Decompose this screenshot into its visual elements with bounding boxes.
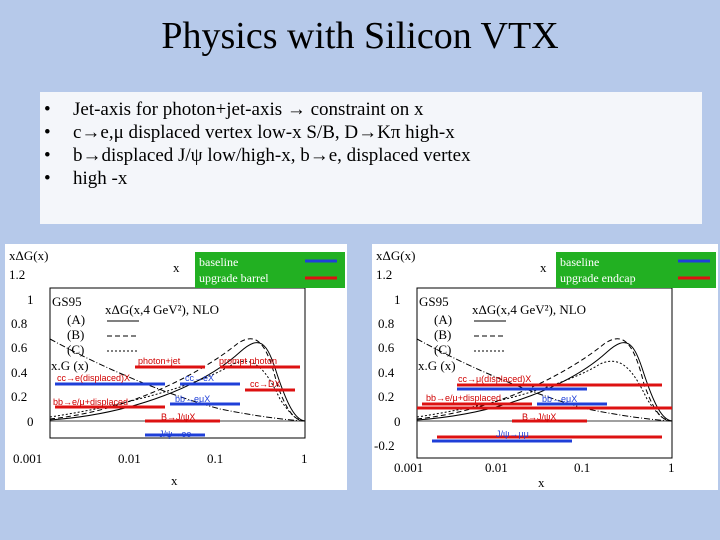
right-formula: xΔG(x,4 GeV²), NLO (472, 302, 586, 317)
right-legend (556, 252, 716, 288)
left-label-bb-displaced: bb→e/μ+displaced (53, 397, 128, 407)
right-label-bb-displaced: bb→e/μ+displaced (426, 393, 501, 403)
left-x-bottom: x (171, 473, 178, 488)
left-label-cc-displaced: cc→e(displaced)X (57, 373, 130, 383)
bullet-1: Jet-axis for photon+jet-axis → constrain… (40, 98, 702, 121)
left-xtick-0.1: 0.1 (207, 451, 223, 466)
left-legend-upgrade: upgrade barrel (199, 271, 269, 285)
right-plot: xΔG(x) 1.2 1 0.8 0.6 0.4 0.2 0 -0.2 x ba… (372, 244, 718, 490)
left-ytick-1: 1 (27, 292, 34, 307)
right-gs95: GS95 (419, 294, 449, 309)
left-curve-b: (B) (67, 327, 84, 342)
left-xtick-0.01: 0.01 (118, 451, 141, 466)
slide-title: Physics with Silicon VTX (161, 15, 559, 57)
right-ytick-0.6: 0.6 (378, 340, 395, 355)
left-legend (195, 252, 345, 288)
left-label-bb-mux: bb→eμX (175, 394, 210, 404)
left-curve-a-line (49, 342, 306, 422)
left-ytick-0.2: 0.2 (11, 389, 27, 404)
right-ytick-1.2: 1.2 (376, 267, 392, 282)
right-xtick-0.01: 0.01 (485, 460, 508, 475)
right-ytick-minus-0.2: -0.2 (374, 438, 395, 453)
left-ytick-0: 0 (27, 414, 34, 429)
left-gs95: GS95 (52, 294, 82, 309)
left-label-cc-dx: cc→DX (250, 379, 281, 389)
right-xg: x.G (x) (418, 358, 456, 373)
right-xg-line (416, 338, 673, 422)
right-legend-upgrade: upgrade endcap (560, 271, 636, 285)
bullet-3-continued: high -x (40, 167, 702, 190)
left-x-top: x (173, 260, 180, 275)
left-label-photon-jet: photon+jet (138, 356, 181, 366)
left-curve-a: (A) (67, 312, 85, 327)
right-xtick-0.1: 0.1 (574, 460, 590, 475)
left-label-jpsi-ee: J/ψ→ee (159, 429, 191, 439)
left-plot: xΔG(x) 1.2 1 0.8 0.6 0.4 0.2 0 x baselin… (5, 244, 347, 490)
left-ylabel: xΔG(x) (9, 248, 48, 263)
left-label-prompt-photon: prompt photon (219, 356, 277, 366)
bullet-2: c→e,μ displaced vertex low-x S/B, D→Kπ h… (40, 121, 702, 144)
right-x-bottom: x (538, 475, 545, 490)
left-xtick-0.001: 0.001 (13, 451, 42, 466)
left-formula: xΔG(x,4 GeV²), NLO (105, 302, 219, 317)
right-curve-b-line (416, 338, 673, 422)
left-xg: x.G (x) (51, 358, 89, 373)
right-ytick-0: 0 (394, 414, 401, 429)
left-curve-c: (C) (67, 342, 84, 357)
left-frame (49, 287, 306, 439)
bullet-box: Jet-axis for photon+jet-axis → constrain… (40, 92, 702, 224)
left-label-b-jpsi: B→J/ψX (161, 412, 195, 422)
left-ytick-0.6: 0.6 (11, 340, 28, 355)
right-ytick-1: 1 (394, 292, 401, 307)
right-frame (416, 287, 673, 459)
right-curve-b: (B) (434, 327, 451, 342)
left-ytick-0.8: 0.8 (11, 316, 27, 331)
right-label-bb-mux: bb→eμX (542, 394, 577, 404)
right-label-jpsi-mumu: J/ψ→μμ (496, 429, 529, 439)
right-curve-c-line (416, 360, 673, 422)
right-x-top: x (540, 260, 547, 275)
right-ytick-0.2: 0.2 (378, 389, 394, 404)
left-legend-baseline: baseline (199, 255, 238, 269)
right-label-cc-displaced: cc→μ(displaced)X (458, 374, 531, 384)
left-xg-line (49, 338, 306, 422)
right-xtick-1: 1 (668, 460, 675, 475)
right-curve-a: (A) (434, 312, 452, 327)
right-ytick-0.4: 0.4 (378, 365, 395, 380)
left-ytick-1.2: 1.2 (9, 267, 25, 282)
right-legend-baseline: baseline (560, 255, 599, 269)
right-curve-c: (C) (434, 342, 451, 357)
right-xtick-0.001: 0.001 (394, 460, 423, 475)
left-label-cc-ex: cc→eX (185, 373, 214, 383)
left-xtick-1: 1 (301, 451, 308, 466)
left-curve-c-line (49, 360, 306, 422)
left-ytick-0.4: 0.4 (11, 365, 28, 380)
right-label-b-jpsi: B→J/ψX (522, 412, 556, 422)
bullet-3: b→displaced J/ψ low/high-x, b→e, displac… (40, 144, 702, 167)
right-ylabel: xΔG(x) (376, 248, 415, 263)
right-ytick-0.8: 0.8 (378, 316, 394, 331)
left-curve-b-line (49, 338, 306, 422)
